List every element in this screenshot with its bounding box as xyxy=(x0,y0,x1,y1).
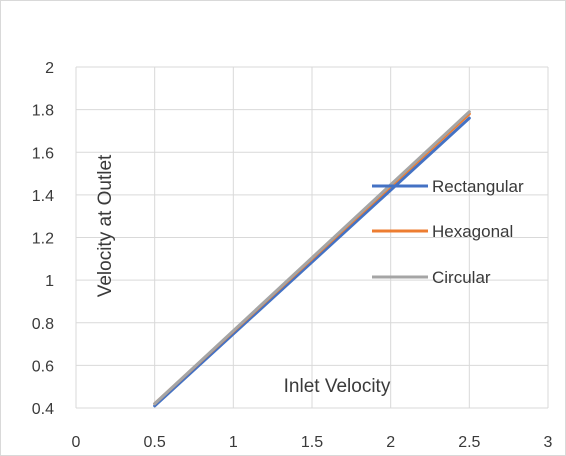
y-tick-label: 1 xyxy=(45,273,54,290)
y-tick-label: 1.4 xyxy=(32,188,54,205)
x-tick-label: 0 xyxy=(72,434,81,451)
legend-label-rectangular: Rectangular xyxy=(432,177,524,196)
x-tick-label: 2 xyxy=(386,434,395,451)
y-tick-label: 1.2 xyxy=(32,231,54,248)
grid xyxy=(75,66,549,409)
legend: Rectangular Hexagonal Circular xyxy=(372,177,524,287)
legend-label-hexagonal: Hexagonal xyxy=(432,222,513,241)
x-tick-label: 1.5 xyxy=(301,434,323,451)
y-tick-label: 0.6 xyxy=(32,358,54,375)
y-axis-title: Velocity at Outlet xyxy=(95,154,116,297)
series-lines xyxy=(153,110,471,408)
y-tick-label: 0.4 xyxy=(32,401,54,418)
x-tick-label: 3 xyxy=(544,434,553,451)
legend-label-circular: Circular xyxy=(432,268,491,287)
y-tick-labels: 0.4 0.6 0.8 1 1.2 1.4 1.6 1.8 2 xyxy=(32,60,54,418)
x-axis-title: Inlet Velocity xyxy=(284,376,391,397)
x-tick-label: 0.5 xyxy=(144,434,166,451)
x-tick-labels: 0 0.5 1 1.5 2 2.5 3 xyxy=(72,434,553,451)
x-tick-label: 1 xyxy=(229,434,238,451)
y-tick-label: 1.6 xyxy=(32,145,54,162)
y-tick-label: 1.8 xyxy=(32,103,54,120)
series-line-rectangular xyxy=(153,116,471,408)
y-tick-label: 2 xyxy=(45,60,54,77)
series-line-circular xyxy=(153,110,471,406)
x-tick-label: 2.5 xyxy=(458,434,480,451)
y-tick-label: 0.8 xyxy=(32,316,54,333)
